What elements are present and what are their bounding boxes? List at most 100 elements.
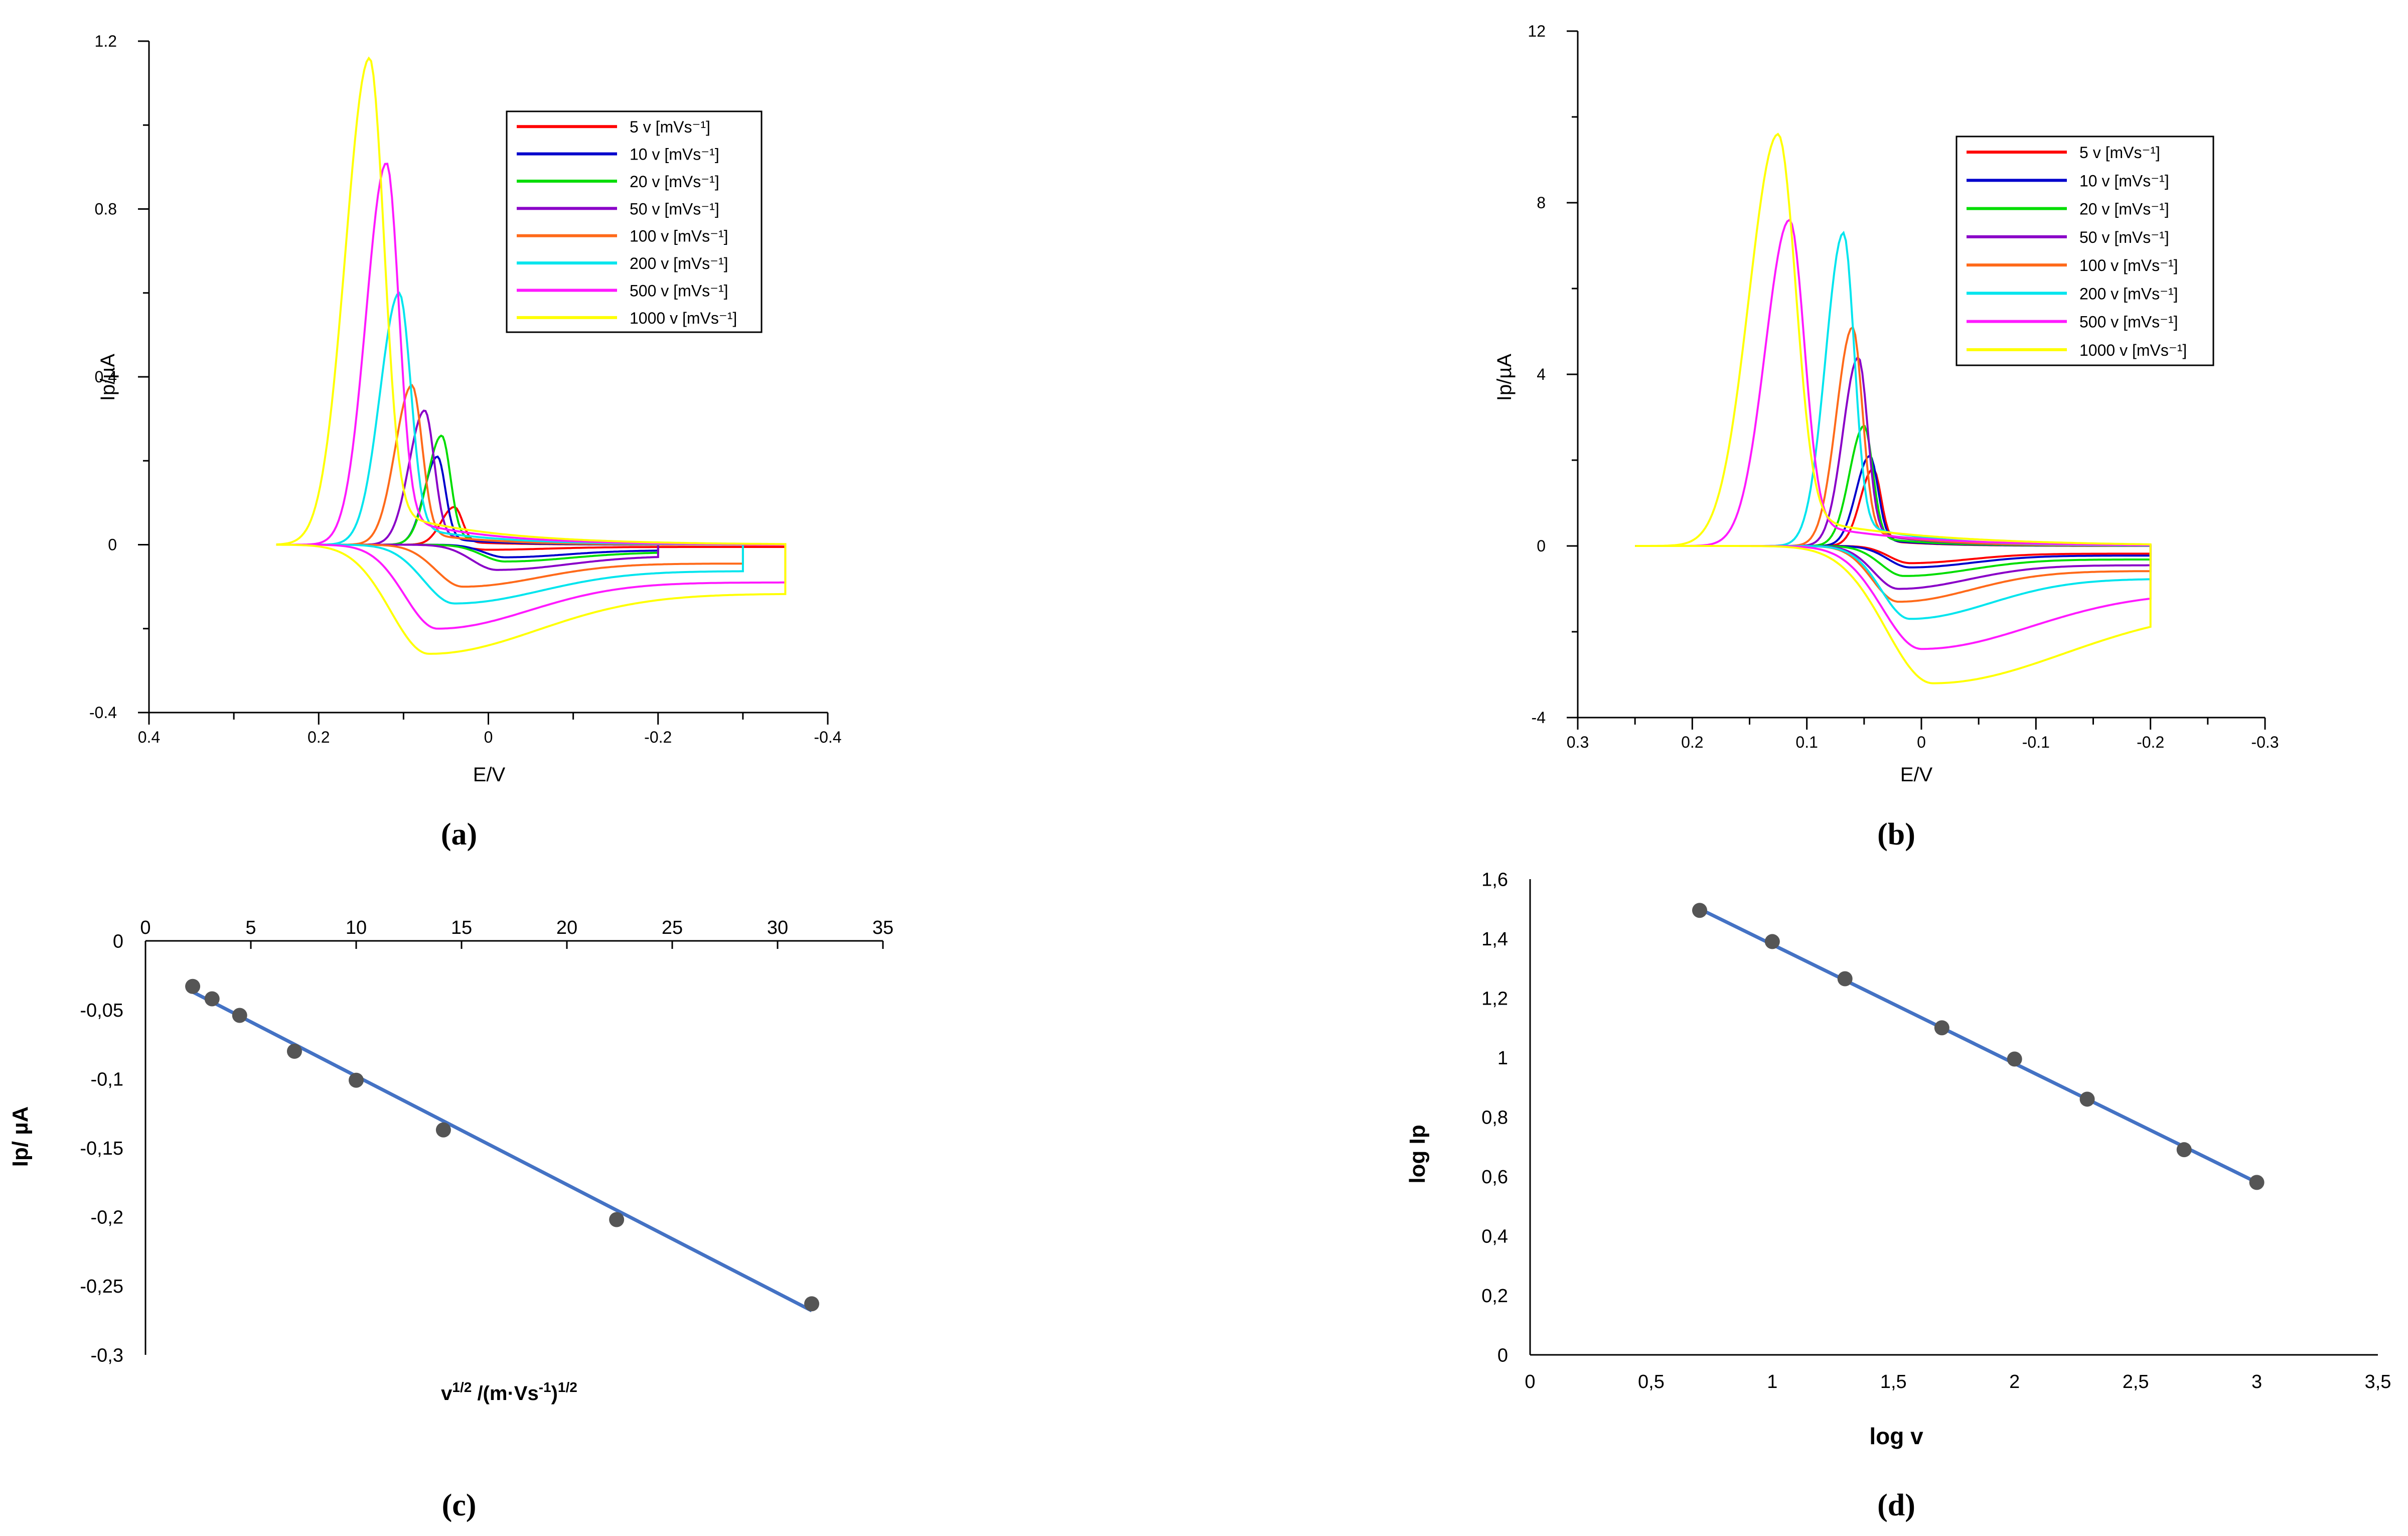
- panel-d-y-tick-label: 0,2: [1481, 1286, 1508, 1307]
- panel-c-points: [185, 979, 820, 1312]
- panel-a-y-tick-label: -0.4: [89, 704, 117, 722]
- panel-d-data-point: [1837, 971, 1853, 987]
- panel-b-y-tick-label: 12: [1528, 22, 1546, 40]
- panel-d-trendline: [1699, 907, 2258, 1184]
- panel-d-x-tick-label: 3,5: [2365, 1371, 2391, 1392]
- panel-d-x-tick-label: 2,5: [2123, 1371, 2149, 1392]
- panel-d-data-point: [2249, 1175, 2265, 1190]
- panel-c-y-tick-label: -0,1: [91, 1069, 123, 1090]
- panel-d-x-tick-label: 1: [1767, 1371, 1777, 1392]
- panel-c-x-tick-label: 35: [872, 917, 893, 938]
- panel-b-curves: [1635, 132, 2152, 684]
- panel-c-xlabel-sup3: 1/2: [558, 1379, 577, 1395]
- panel-b-ticks: 0.3 0.2 0.1 0 -0.1 -0.2 -0.3 -4 0 4 8 12: [1528, 22, 2279, 751]
- panel-c-ip-vs-sqrt-scan-rate: 0 5 10 15 20 25 30 35 0 -0,05 -0,1 -0,15 -0,2 -0,25 -0…: [8, 917, 893, 1522]
- panel-d-data-point: [2176, 1142, 2192, 1158]
- panel-c-y-tick-label: -0,2: [91, 1207, 123, 1228]
- panel-a-x-tick-label: 0.4: [138, 728, 160, 746]
- panel-a-xlabel: E/V: [473, 764, 506, 786]
- panel-b-y-tick-label: 8: [1537, 194, 1546, 212]
- panel-d-data-point: [1692, 903, 1707, 918]
- panel-b-legend-label: 200 v [mVs⁻¹]: [2079, 285, 2178, 303]
- panel-a-y-tick-label: 0: [108, 536, 117, 554]
- panel-c-data-point: [435, 1122, 451, 1138]
- panel-a-legend-label: 20 v [mVs⁻¹]: [630, 173, 719, 191]
- panel-d-data-point: [1934, 1020, 1949, 1036]
- panel-a-x-tick-label: -0.2: [644, 728, 672, 746]
- panel-c-x-tick-label: 15: [451, 917, 472, 938]
- panel-a-x-tick-label: 0.2: [308, 728, 330, 746]
- panel-a-ylabel: Ip/µA: [97, 354, 119, 401]
- panel-b-legend-label: 50 v [mVs⁻¹]: [2079, 228, 2169, 246]
- panel-c-xlabel-end: ): [551, 1382, 558, 1405]
- panel-d-x-tick-label: 2: [2009, 1371, 2020, 1392]
- panel-b-legend-label: 1000 v [mVs⁻¹]: [2079, 341, 2187, 359]
- panel-d-y-tick-label: 0,6: [1481, 1167, 1508, 1188]
- panel-d-x-tick-label: 0: [1525, 1371, 1535, 1392]
- panel-b-x-tick-label: -0.1: [2022, 733, 2050, 751]
- panel-b-legend: 5 v [mVs⁻¹] 10 v [mVs⁻¹] 20 v [mVs⁻¹] 50 v …: [1955, 135, 2214, 366]
- panel-c-x-tick-label: 5: [245, 917, 256, 938]
- panel-c-data-point: [609, 1212, 625, 1227]
- panel-c-y-tick-label: 0: [113, 931, 123, 952]
- panel-d-xlabel: log v: [1869, 1423, 1923, 1449]
- panel-d-x-tick-label: 0,5: [1638, 1371, 1665, 1392]
- panel-b-x-tick-label: 0.2: [1681, 733, 1703, 751]
- panel-c-data-point: [185, 979, 201, 994]
- panel-a-legend-label: 500 v [mVs⁻¹]: [630, 282, 728, 300]
- panel-d-y-tick-label: 1: [1497, 1048, 1508, 1069]
- panel-b-legend-label: 5 v [mVs⁻¹]: [2079, 144, 2160, 162]
- panel-a-legend-label: 5 v [mVs⁻¹]: [630, 118, 710, 136]
- panel-d-fit-line: [1699, 907, 2258, 1184]
- panel-d-data-point: [2079, 1091, 2095, 1107]
- panel-c-data-point: [804, 1296, 820, 1312]
- panel-d-y-tick-label: 0,8: [1481, 1107, 1508, 1128]
- panel-b-ylabel: Ip/µA: [1493, 354, 1516, 401]
- panel-d-axes: [1529, 879, 2378, 1356]
- panel-b-label: (b): [1877, 817, 1915, 852]
- panel-c-xlabel-sup2: -1: [539, 1379, 551, 1395]
- panel-b-xlabel: E/V: [1900, 764, 1933, 786]
- panel-c-ticks: 0 5 10 15 20 25 30 35 0 -0,05 -0,1 -0,15 -0,2 -0,25 -0…: [80, 917, 893, 1366]
- panel-a-label: (a): [441, 817, 477, 852]
- panel-d-y-tick-label: 1,6: [1481, 869, 1508, 890]
- panel-b-y-tick-label: -4: [1532, 709, 1546, 727]
- panel-a-legend-box: [506, 110, 763, 333]
- panel-c-x-tick-label: 30: [767, 917, 788, 938]
- panel-c-y-tick-label: -0,25: [80, 1276, 123, 1297]
- panel-d-x-tick-label: 3: [2251, 1371, 2262, 1392]
- panel-b-legend-label: 100 v [mVs⁻¹]: [2079, 256, 2178, 274]
- panel-a-curves: [276, 56, 787, 655]
- panel-b-series-7: [1635, 132, 2152, 684]
- panel-c-x-tick-label: 25: [662, 917, 683, 938]
- panel-c-xlabel-mid: /(m·Vs: [472, 1382, 538, 1405]
- panel-a-cyclic-voltammogram: 0.4 0.2 0 -0.2 -0.4-0.400.40.81.2 E/V Ip/µA …: [89, 32, 842, 852]
- panel-c-label: (c): [442, 1488, 477, 1522]
- panel-c-xlabel-main: v: [441, 1382, 453, 1405]
- panel-a-x-tick-label: 0: [484, 728, 493, 746]
- panel-c-xlabel-sup1: 1/2: [452, 1379, 472, 1395]
- panel-b-legend-label: 20 v [mVs⁻¹]: [2079, 200, 2169, 218]
- panel-d-x-tick-label: 1,5: [1880, 1371, 1907, 1392]
- panel-a-legend-label: 200 v [mVs⁻¹]: [630, 254, 728, 272]
- panel-a-y-tick-label: 0.8: [95, 200, 117, 218]
- panel-b-x-tick-label: -0.2: [2137, 733, 2164, 751]
- panel-a-legend-label: 1000 v [mVs⁻¹]: [630, 309, 737, 327]
- panel-c-ylabel: Ip/ µA: [8, 1106, 33, 1167]
- panel-c-x-tick-label: 0: [140, 917, 150, 938]
- panel-a-y-tick-label: 0.4: [95, 368, 117, 386]
- panel-a-y-tick-label: 1.2: [95, 32, 117, 50]
- panel-b-x-tick-label: -0.3: [2251, 733, 2279, 751]
- panel-c-y-tick-label: -0,15: [80, 1138, 123, 1159]
- panel-c-xlabel: v1/2 /(m·Vs-1)1/2: [441, 1379, 577, 1405]
- panel-d-y-tick-label: 0,4: [1481, 1226, 1508, 1247]
- panel-a-series-7: [276, 56, 787, 655]
- panel-b-legend-box: [1955, 135, 2214, 366]
- panel-d-points: [1692, 903, 2265, 1190]
- panel-a-legend: 5 v [mVs⁻¹] 10 v [mVs⁻¹] 20 v [mVs⁻¹] 50 v …: [506, 110, 763, 333]
- panel-a-legend-label: 100 v [mVs⁻¹]: [630, 227, 728, 245]
- panel-c-axes: [144, 940, 883, 1355]
- panel-d-y-tick-label: 0: [1497, 1345, 1508, 1366]
